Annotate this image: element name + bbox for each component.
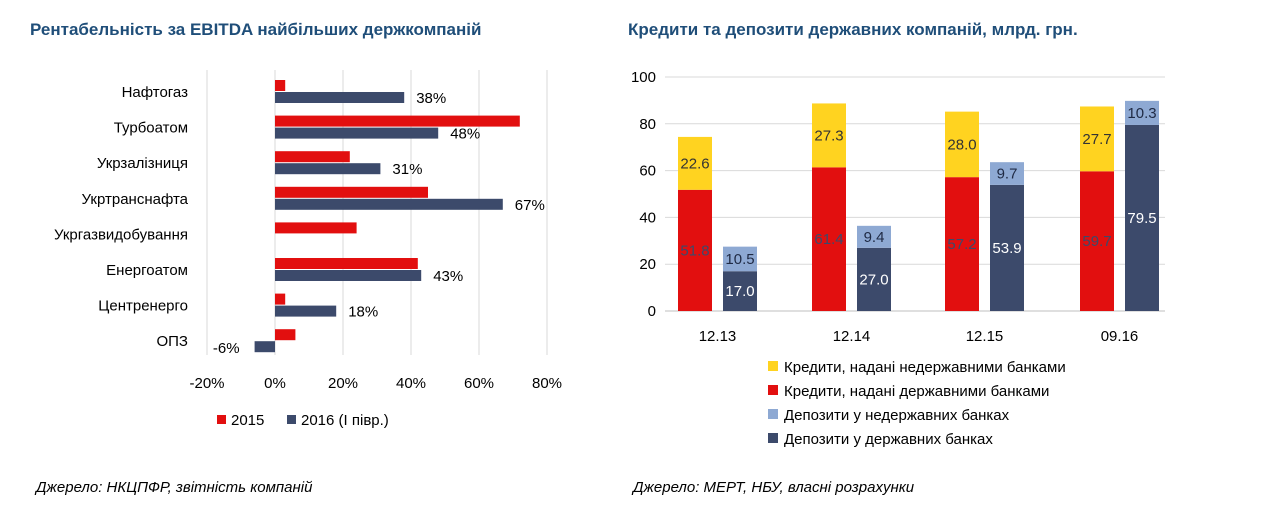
bar-2016 bbox=[275, 163, 381, 175]
category-label: Нафтогаз bbox=[122, 84, 189, 101]
legend-swatch-2016 bbox=[287, 415, 296, 424]
data-label: 38% bbox=[416, 90, 446, 107]
data-label: -6% bbox=[213, 340, 240, 357]
y-tick-label: 80 bbox=[639, 116, 656, 133]
bar-loans-state-banks bbox=[1080, 171, 1114, 311]
data-label-loans-state: 61.4 bbox=[814, 231, 843, 248]
legend-label: Кредити, надані недержавними банками bbox=[784, 359, 1066, 376]
bar-deposits-nonstate-banks bbox=[857, 225, 891, 248]
data-label-loans-nonstate: 28.0 bbox=[947, 136, 976, 153]
bar-loans-state-banks bbox=[678, 189, 712, 311]
legend-swatch bbox=[768, 361, 778, 371]
data-label-deposits-nonstate: 9.7 bbox=[997, 166, 1018, 183]
bar-loans-nonstate-banks bbox=[945, 111, 979, 178]
bar-loans-state-banks bbox=[812, 167, 846, 311]
bar-2016 bbox=[275, 305, 337, 317]
data-label-deposits-nonstate: 9.4 bbox=[864, 229, 885, 246]
y-tick-label: 0 bbox=[648, 303, 656, 320]
legend-label-2015: 2015 bbox=[231, 412, 264, 429]
y-tick-label: 20 bbox=[639, 256, 656, 273]
legend-label: Депозити у недержавних банках bbox=[784, 407, 1010, 424]
bar-2016 bbox=[275, 92, 405, 103]
data-label-loans-state: 59.7 bbox=[1082, 233, 1111, 250]
category-label: 12.14 bbox=[833, 328, 871, 345]
bar-loans-nonstate-banks bbox=[812, 103, 846, 168]
bar-2015 bbox=[275, 293, 286, 305]
data-label-loans-nonstate: 22.6 bbox=[680, 155, 709, 172]
bar-deposits-state-banks bbox=[990, 184, 1024, 311]
bar-2015 bbox=[275, 186, 428, 198]
bar-2015 bbox=[275, 80, 286, 91]
category-label: Укргазвидобування bbox=[54, 226, 188, 243]
data-label: 31% bbox=[392, 161, 422, 178]
data-label-deposits-nonstate: 10.5 bbox=[725, 251, 754, 268]
bar-loans-nonstate-banks bbox=[678, 136, 712, 190]
bar-deposits-nonstate-banks bbox=[990, 162, 1024, 185]
x-tick-label: 80% bbox=[532, 375, 562, 392]
right-chart-source: Джерело: МЕРТ, НБУ, власні розрахунки bbox=[633, 479, 915, 496]
bar-2015 bbox=[275, 258, 418, 269]
bar-deposits-nonstate-banks bbox=[723, 246, 757, 272]
bar-deposits-state-banks bbox=[1125, 124, 1159, 311]
data-label: 67% bbox=[515, 197, 545, 214]
right-chart-title: Кредити та депозити державних компаній, … bbox=[628, 20, 1078, 39]
data-label-deposits-state: 53.9 bbox=[992, 240, 1021, 257]
data-label-deposits-state: 27.0 bbox=[859, 271, 888, 288]
data-label-loans-state: 57.2 bbox=[947, 236, 976, 253]
left-chart-title: Рентабельність за EBITDA найбільших держ… bbox=[30, 20, 482, 39]
bar-deposits-nonstate-banks bbox=[1125, 100, 1159, 125]
bar-2016 bbox=[275, 198, 503, 210]
bar-deposits-state-banks bbox=[857, 247, 891, 311]
legend-swatch bbox=[768, 433, 778, 443]
bar-loans-state-banks bbox=[945, 177, 979, 311]
data-label-loans-nonstate: 27.3 bbox=[814, 127, 843, 144]
data-label: 43% bbox=[433, 268, 463, 285]
x-tick-label: 40% bbox=[396, 375, 426, 392]
data-label-deposits-state: 79.5 bbox=[1127, 210, 1156, 227]
bar-2015 bbox=[275, 222, 357, 234]
loans-deposits-stacked-chart: 0 20 40 60 80 100 51.8 22.6 17.0 10.5 12.13 61.4 27.… bbox=[631, 69, 1165, 448]
bar-loans-nonstate-banks bbox=[1080, 106, 1114, 172]
y-tick-label: 100 bbox=[631, 69, 656, 86]
x-tick-label: -20% bbox=[189, 375, 224, 392]
x-tick-label: 20% bbox=[328, 375, 358, 392]
legend-swatch bbox=[768, 409, 778, 419]
data-label: 18% bbox=[348, 304, 378, 321]
y-tick-label: 60 bbox=[639, 163, 656, 180]
category-label: Центренерго bbox=[98, 298, 188, 315]
category-label: 12.13 bbox=[699, 328, 737, 345]
category-label: 09.16 bbox=[1101, 328, 1139, 345]
legend-label: Депозити у державних банках bbox=[784, 431, 993, 448]
bar-2015 bbox=[275, 151, 350, 163]
legend-swatch bbox=[768, 385, 778, 395]
data-label-loans-nonstate: 27.7 bbox=[1082, 131, 1111, 148]
data-label-deposits-state: 17.0 bbox=[725, 283, 754, 300]
bar-2016 bbox=[275, 270, 422, 281]
category-label: Укрзалізниця bbox=[97, 155, 188, 172]
y-tick-label: 40 bbox=[639, 209, 656, 226]
data-label-deposits-nonstate: 10.3 bbox=[1127, 105, 1156, 122]
bar-2016 bbox=[254, 341, 275, 353]
category-label: Укртранснафта bbox=[82, 191, 189, 208]
data-label-loans-state: 51.8 bbox=[680, 242, 709, 259]
category-label: 12.15 bbox=[966, 328, 1004, 345]
category-label: Турбоатом bbox=[114, 120, 188, 137]
bar-2015 bbox=[275, 115, 520, 127]
left-chart-source: Джерело: НКЦПФР, звітність компаній bbox=[36, 479, 313, 496]
bar-2015 bbox=[275, 329, 296, 341]
ebitda-bar-chart: -20% 0% 20% 40% 60% 80% Нафтогаз 38% Турбоатом 48… bbox=[54, 70, 562, 429]
data-label: 48% bbox=[450, 126, 480, 143]
x-tick-label: 60% bbox=[464, 375, 494, 392]
bar-2016 bbox=[275, 127, 439, 139]
legend-swatch-2015 bbox=[217, 415, 226, 424]
legend-label: Кредити, надані державними банками bbox=[784, 383, 1049, 400]
category-label: ОПЗ bbox=[156, 333, 188, 350]
legend-label-2016: 2016 (І півр.) bbox=[301, 412, 389, 429]
category-label: Енергоатом bbox=[106, 262, 188, 279]
bar-deposits-state-banks bbox=[723, 271, 757, 311]
x-tick-label: 0% bbox=[264, 375, 286, 392]
